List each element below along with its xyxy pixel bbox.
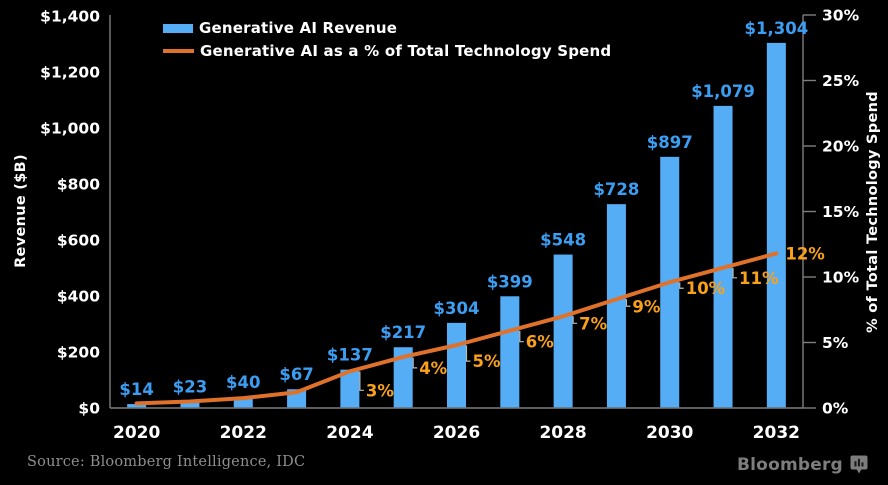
percent-label-leader — [625, 299, 631, 307]
right-axis-tick-label: 5% — [822, 334, 849, 352]
legend-item-percent: Generative AI as a % of Total Technology… — [163, 42, 611, 60]
bar-2022 — [233, 396, 253, 408]
right-axis-title: % of Total Technology Spend — [865, 91, 881, 333]
left-axis-tick-label: $400 — [57, 288, 100, 306]
line-value-label: 12% — [785, 244, 825, 263]
x-axis-tick-label: 2030 — [646, 423, 693, 443]
x-axis-tick-label: 2028 — [539, 423, 586, 443]
bar-chart-bubble-icon — [850, 455, 868, 474]
right-axis-tick-label: 15% — [822, 203, 860, 221]
bar-2021 — [180, 401, 200, 408]
left-axis-tick-label: $600 — [57, 232, 100, 250]
bar-value-label: $14 — [119, 380, 153, 399]
right-axis-tick-label: 20% — [822, 138, 860, 156]
bar-2025 — [393, 347, 413, 408]
bar-value-label: $728 — [593, 180, 639, 199]
line-value-label: 5% — [473, 352, 501, 371]
legend-line-swatch — [163, 49, 194, 53]
bar-2028 — [553, 254, 573, 408]
right-axis-tick-label: 30% — [822, 7, 860, 25]
x-axis-tick-label: 2022 — [220, 423, 267, 443]
legend-item-label: Generative AI Revenue — [199, 19, 398, 37]
percent-label-leader — [572, 316, 578, 324]
bar-2031 — [713, 105, 733, 408]
line-value-label: 7% — [579, 314, 607, 333]
percent-label-leader — [465, 345, 471, 362]
bar-value-label: $548 — [540, 231, 586, 250]
x-axis-tick-label: 2024 — [326, 423, 373, 443]
bar-value-label: $1,079 — [691, 82, 755, 101]
left-axis-tick-label: $1,000 — [40, 120, 100, 138]
right-axis-tick-label: 0% — [822, 400, 849, 418]
bar-value-label: $304 — [434, 299, 480, 318]
bar-2020 — [127, 404, 147, 408]
line-value-label: 10% — [686, 279, 726, 298]
right-axis-tick-label: 25% — [822, 72, 860, 90]
left-axis-tick-label: $1,400 — [40, 8, 100, 26]
bar-2029 — [606, 204, 626, 408]
bar-value-label: $1,304 — [745, 19, 809, 38]
x-axis-tick-label: 2032 — [753, 423, 800, 443]
bar-value-label: $40 — [226, 373, 260, 392]
line-value-label: 3% — [366, 381, 394, 400]
bar-value-label: $399 — [487, 272, 533, 291]
line-value-label: 4% — [419, 359, 447, 378]
source-note: Source: Bloomberg Intelligence, IDC — [27, 454, 306, 470]
percent-label-leader — [732, 268, 738, 279]
right-axis-tick-label: 10% — [822, 269, 860, 287]
left-axis-tick-label: $200 — [57, 344, 100, 362]
x-axis-tick-label: 2020 — [113, 423, 160, 443]
trend-line — [134, 251, 779, 406]
percent-label-leader — [679, 282, 684, 289]
x-axis-tick-label: 2026 — [433, 423, 480, 443]
bar-2026 — [447, 322, 466, 408]
legend: Generative AI Revenue Generative AI as a… — [163, 19, 611, 60]
line-value-label: 11% — [739, 269, 779, 288]
bar-value-label: $137 — [327, 346, 373, 365]
left-axis-title: Revenue ($B) — [13, 154, 29, 268]
legend-item-label: Generative AI as a % of Total Technology… — [200, 42, 612, 60]
left-axis-tick-label: $0 — [78, 400, 100, 418]
bar-value-label: $67 — [279, 365, 313, 384]
bar-2032 — [766, 42, 786, 408]
brand-wordmark: Bloomberg — [737, 455, 843, 475]
left-axis-tick-label: $800 — [57, 176, 100, 194]
bar-value-label: $23 — [173, 378, 207, 397]
bar-2027 — [500, 296, 520, 408]
left-axis-tick-label: $1,200 — [40, 64, 100, 82]
line-value-label: 9% — [632, 297, 660, 316]
bar-value-label: $217 — [380, 323, 426, 342]
percent-label-leader — [359, 371, 364, 391]
bar-value-label: $897 — [647, 133, 693, 152]
line-value-label: 6% — [526, 333, 554, 352]
bar-2024 — [340, 369, 360, 408]
legend-item-revenue: Generative AI Revenue — [163, 19, 611, 37]
legend-bar-swatch — [163, 23, 193, 33]
brand-logo: Bloomberg — [737, 455, 869, 475]
percent-label-leader — [412, 357, 418, 369]
percent-label-leader — [519, 331, 524, 343]
